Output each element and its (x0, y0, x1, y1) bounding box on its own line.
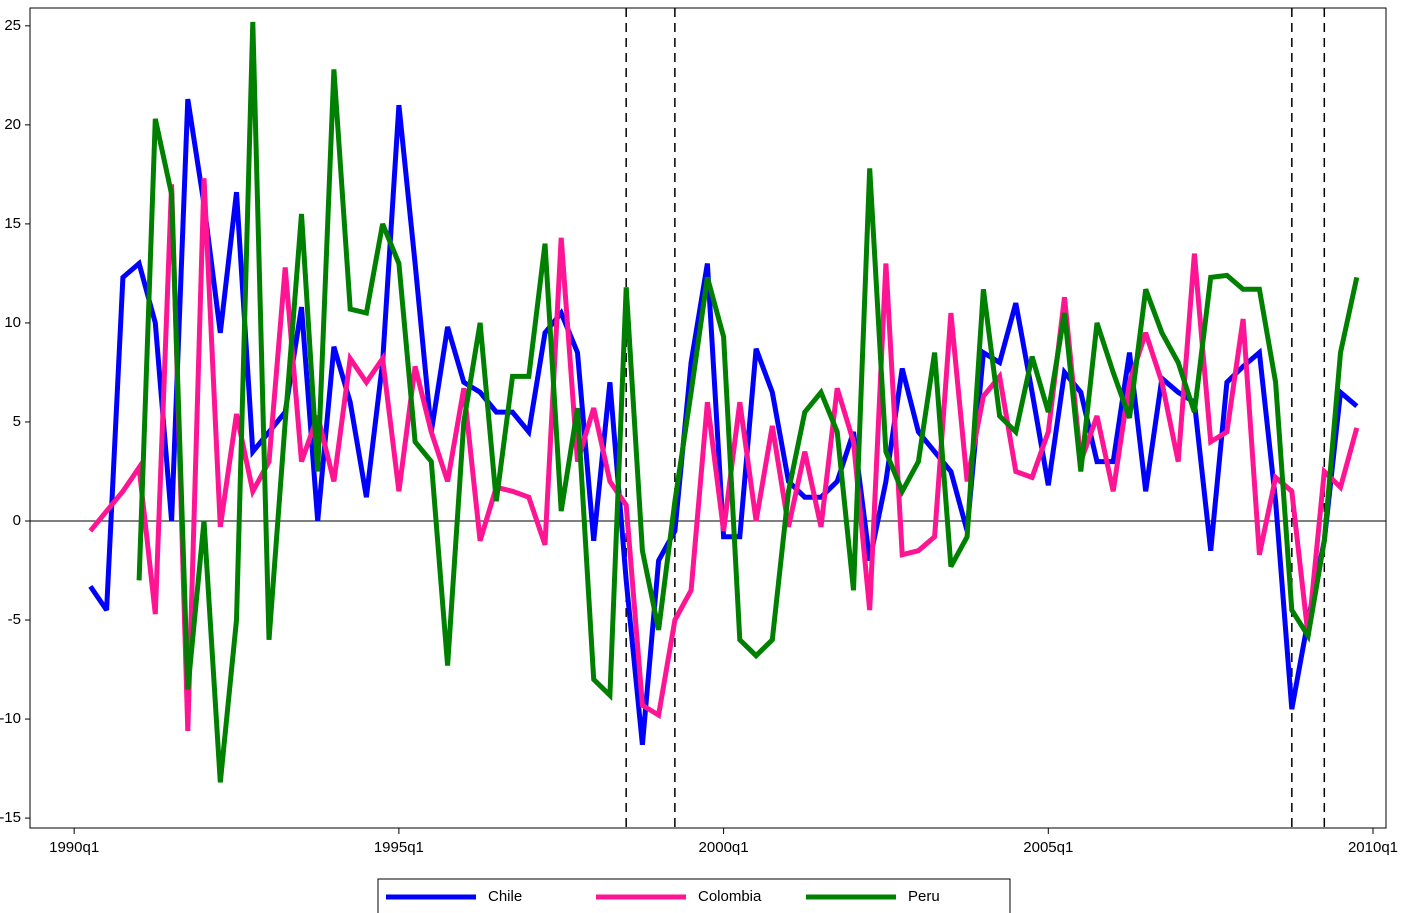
series-line (88, 98, 1359, 746)
legend: Chile Colombia Peru (377, 878, 1011, 913)
y-tick-label: -5 (8, 611, 21, 628)
legend-label: Peru (908, 888, 940, 905)
legend-label: Colombia (698, 888, 762, 905)
y-tick-label: 10 (4, 314, 21, 331)
y-tick-label: -15 (0, 809, 21, 826)
x-tick-label: 2010q1 (1348, 839, 1398, 856)
y-tick-label: 5 (13, 413, 21, 430)
series-line (136, 21, 1360, 783)
legend-label: Chile (488, 888, 522, 905)
y-tick-label: 15 (4, 215, 21, 232)
x-tick-label: 2000q1 (699, 839, 749, 856)
x-tick-label: 1990q1 (49, 839, 99, 856)
y-tick-label: 25 (4, 17, 21, 34)
x-tick-label: 1995q1 (374, 839, 424, 856)
legend-box (377, 878, 1011, 913)
series-line (88, 178, 1360, 731)
y-tick-label: 20 (4, 116, 21, 133)
plot-frame (29, 7, 1387, 829)
y-tick-label: 0 (13, 512, 21, 529)
x-tick-label: 2005q1 (1023, 839, 1073, 856)
y-tick-label: -10 (0, 710, 21, 727)
